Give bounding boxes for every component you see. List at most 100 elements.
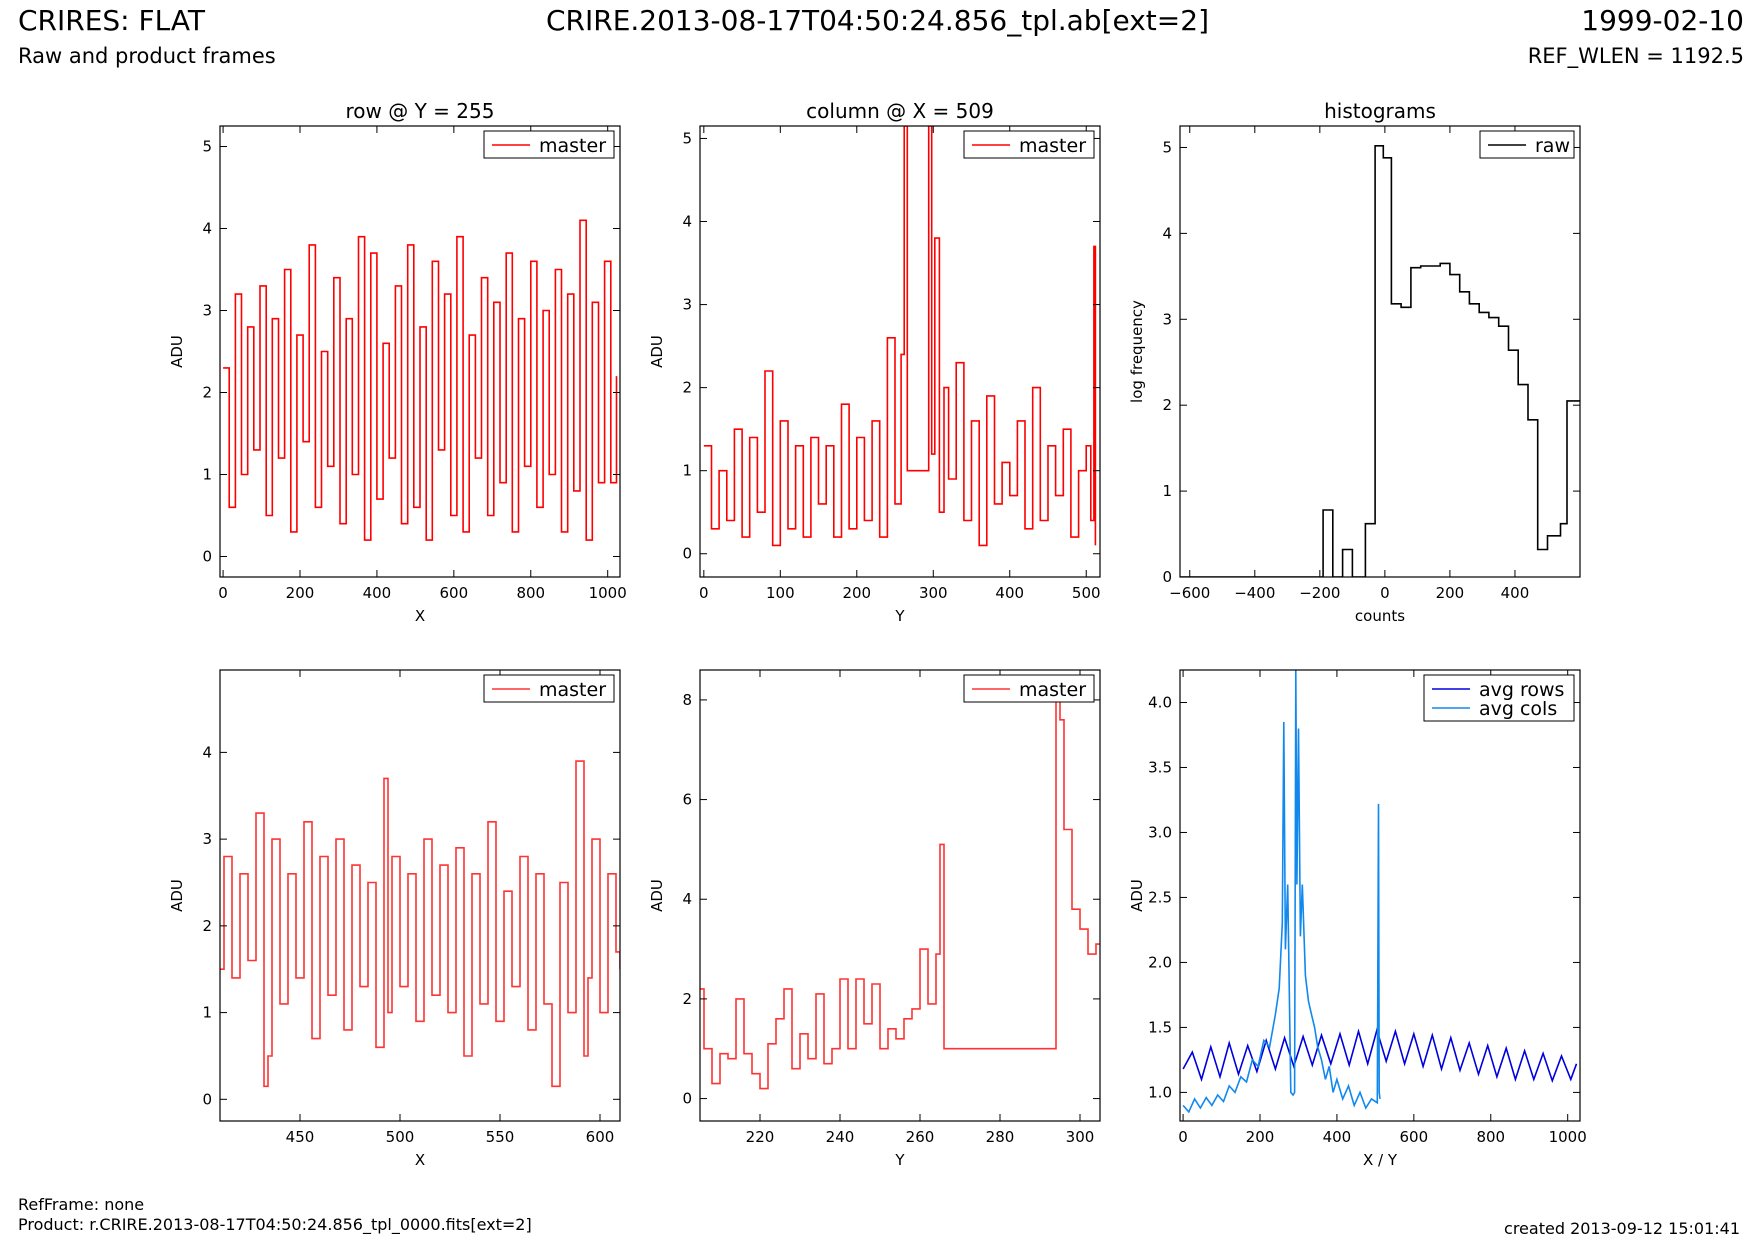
y-tick-label: 4.0 [1148, 693, 1172, 711]
y-tick-label: 1 [1162, 482, 1172, 500]
x-tick-label: 0 [218, 584, 228, 602]
y-axis-label: ADU [648, 879, 666, 912]
legend-label: avg cols [1479, 698, 1557, 720]
y-tick-label: 1.0 [1148, 1083, 1172, 1101]
x-tick-label: 400 [995, 584, 1024, 602]
series-line-master [220, 760, 620, 1088]
x-tick-label: 500 [1072, 584, 1101, 602]
x-tick-label: 400 [1323, 1128, 1352, 1146]
y-tick-label: 0 [682, 1090, 692, 1108]
y-tick-label: 5 [202, 138, 212, 156]
panel-histograms: −600 −400 −200 0 200 400 0 1 2 3 4 5 histograms count… [1128, 99, 1581, 625]
x-tick-label: 800 [516, 584, 545, 602]
footer-refframe: RefFrame: none [18, 1195, 145, 1214]
legend-label: master [1019, 679, 1086, 701]
x-tick-label: 450 [286, 1128, 315, 1146]
legend: raw [1479, 130, 1575, 159]
y-axis-label: ADU [168, 879, 186, 912]
plot-frame [219, 669, 621, 1122]
legend-label: master [539, 135, 606, 157]
y-tick-label: 3 [682, 296, 692, 314]
x-tick-label: 600 [440, 584, 469, 602]
plot-title: row @ Y = 255 [346, 99, 495, 123]
x-axis-label: Y [894, 1151, 905, 1169]
x-axis-label: counts [1355, 607, 1405, 625]
x-axis-label: X [415, 1151, 425, 1169]
figure-date: 1999-02-10 [1581, 4, 1744, 37]
y-tick-label: 8 [682, 691, 692, 709]
y-tick-label: 0 [202, 1090, 212, 1108]
x-tick-label: 300 [919, 584, 948, 602]
y-axis-label: ADU [648, 335, 666, 368]
legend-label: avg rows [1479, 679, 1564, 701]
x-tick-label: 0 [699, 584, 709, 602]
y-tick-label: 5 [682, 129, 692, 147]
legend: master [963, 130, 1095, 159]
y-tick-label: 0 [1162, 568, 1172, 586]
x-tick-label: 0 [1380, 584, 1390, 602]
footer-created: created 2013-09-12 15:01:41 [1504, 1219, 1740, 1238]
x-tick-label: 100 [766, 584, 795, 602]
x-tick-label: 800 [1476, 1128, 1505, 1146]
y-tick-label: 0 [202, 548, 212, 566]
legend-box [1423, 674, 1575, 722]
figure-title-left: CRIRES: FLAT [18, 4, 205, 37]
x-axis-label: Y [894, 607, 905, 625]
x-axis-label: X / Y [1363, 1151, 1398, 1169]
x-tick-label: 200 [1436, 584, 1465, 602]
x-tick-label: 300 [1066, 1128, 1095, 1146]
x-tick-label: 400 [1501, 584, 1530, 602]
x-tick-label: 600 [586, 1128, 615, 1146]
y-tick-label: 2.5 [1148, 888, 1172, 906]
y-tick-label: 2 [1162, 396, 1172, 414]
x-tick-label: 500 [386, 1128, 415, 1146]
y-tick-label: 0 [682, 545, 692, 563]
x-tick-label: 240 [826, 1128, 855, 1146]
x-tick-label: 200 [1246, 1128, 1275, 1146]
y-tick-label: 2.0 [1148, 953, 1172, 971]
series-line-avg-cols [1182, 670, 1381, 1114]
x-tick-label: 400 [363, 584, 392, 602]
figure-title-center: CRIRE.2013-08-17T04:50:24.856_tpl.ab[ext… [545, 4, 1209, 37]
y-axis-label: ADU [1128, 879, 1146, 912]
panel-row: 0 200 400 600 800 1000 0 1 2 3 4 5 row @ Y = 255 X ADU… [168, 99, 627, 625]
plot-frame [699, 669, 1101, 1122]
plot-frame [219, 125, 621, 578]
y-tick-label: 1 [682, 462, 692, 480]
panel-row-zoom: 450 500 550 600 0 1 2 3 4 X ADU master [168, 669, 621, 1169]
y-axis-label: ADU [168, 335, 186, 368]
y-tick-label: 4 [682, 213, 692, 231]
y-tick-label: 3 [202, 830, 212, 848]
x-tick-label: 600 [1400, 1128, 1429, 1146]
y-tick-label: 1 [202, 1004, 212, 1022]
y-tick-label: 4 [1162, 224, 1172, 242]
x-tick-label: −400 [1234, 584, 1275, 602]
y-tick-label: 1 [202, 466, 212, 484]
legend-label: master [1019, 135, 1086, 157]
legend: master [483, 674, 615, 703]
x-tick-label: 280 [986, 1128, 1015, 1146]
legend: master [483, 130, 615, 159]
panel-column: 0 100 200 300 400 500 0 1 2 3 4 5 column @ X = 509 Y A… [648, 99, 1101, 625]
legend: master [963, 674, 1095, 703]
plot-title: column @ X = 509 [806, 99, 994, 123]
series-line-master [223, 219, 618, 541]
panel-averages: 0 200 400 600 800 1000 1.0 1.5 2.0 2.5 3.0 3.5 4.0 X … [1128, 669, 1587, 1169]
y-tick-label: 2 [682, 990, 692, 1008]
panel-column-zoom: 220 240 260 280 300 0 2 4 6 8 Y ADU master [648, 669, 1101, 1169]
x-tick-label: 0 [1178, 1128, 1188, 1146]
y-tick-label: 2 [202, 917, 212, 935]
x-tick-label: 1000 [1549, 1128, 1587, 1146]
x-tick-label: −200 [1299, 584, 1340, 602]
y-tick-label: 3.5 [1148, 758, 1172, 776]
footer-product: Product: r.CRIRE.2013-08-17T04:50:24.856… [18, 1215, 532, 1234]
x-tick-label: 220 [746, 1128, 775, 1146]
x-tick-label: 260 [906, 1128, 935, 1146]
plot-frame [699, 125, 1101, 578]
plot-frame [1179, 125, 1581, 578]
y-axis-label: log frequency [1128, 300, 1146, 403]
y-tick-label: 3 [1162, 310, 1172, 328]
x-tick-label: 200 [286, 584, 315, 602]
x-tick-label: 550 [486, 1128, 515, 1146]
